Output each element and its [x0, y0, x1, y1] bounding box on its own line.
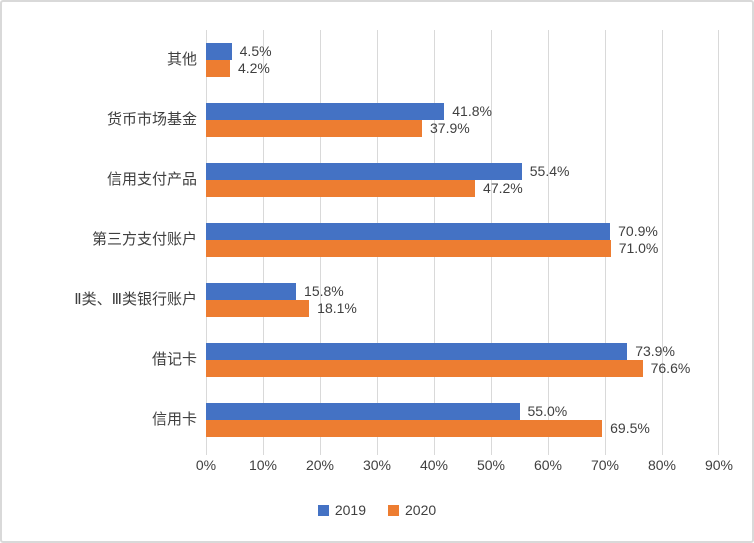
bar-group-2020: 76.6%: [206, 360, 719, 377]
bar-group-2020: 37.9%: [206, 120, 719, 137]
category-label: Ⅱ类、Ⅲ类银行账户: [74, 291, 197, 308]
value-label-2020: 69.5%: [610, 420, 650, 436]
bar-group-2020: 4.2%: [206, 60, 719, 77]
bar-group-2019: 15.8%: [206, 283, 719, 300]
legend-label: 2020: [405, 502, 437, 518]
value-label-2019: 73.9%: [635, 343, 675, 359]
x-tick-label: 30%: [362, 457, 392, 473]
bar-2019[interactable]: [206, 163, 522, 180]
legend: 2019 2020: [2, 502, 752, 518]
value-label-2020: 47.2%: [483, 180, 523, 196]
value-label-2020: 76.6%: [650, 360, 691, 376]
legend-label: 2019: [334, 502, 366, 518]
bar-group-2019: 70.9%: [206, 223, 719, 240]
category-label: 货币市场基金: [106, 111, 197, 128]
x-tick-label: 10%: [248, 457, 278, 473]
bar-group-2019: 55.0%: [206, 403, 719, 420]
x-tick-label: 70%: [590, 457, 620, 473]
bar-2020[interactable]: [206, 180, 476, 197]
gridline: [718, 30, 719, 455]
bar-2020[interactable]: [206, 240, 611, 257]
bar-group-2020: 69.5%: [206, 420, 719, 437]
bar-2019[interactable]: [206, 403, 520, 420]
bar-group-2020: 71.0%: [206, 240, 719, 257]
x-tick-label: 60%: [533, 457, 563, 473]
category-label: 信用支付产品: [106, 171, 197, 188]
legend-item-2019[interactable]: 2019: [317, 502, 366, 518]
value-label-2019: 55.4%: [529, 163, 570, 179]
value-label-2019: 15.8%: [304, 283, 344, 299]
value-label-2019: 55.0%: [527, 403, 568, 419]
bar-rows: 其他 4.5% 4.2% 货币市场基金 41.8% 37.9% 信用支付产品 55.4% 47.…: [74, 30, 719, 450]
gridline: [661, 30, 663, 455]
legend-swatch-icon: [317, 504, 329, 516]
category-row: 第三方支付账户 70.9% 71.0%: [92, 210, 719, 270]
category-row: Ⅱ类、Ⅲ类银行账户 15.8% 18.1%: [74, 270, 719, 330]
bar-group-2020: 18.1%: [206, 300, 719, 317]
bar-2020[interactable]: [206, 360, 643, 377]
category-row: 信用支付产品 55.4% 47.2%: [107, 150, 719, 210]
legend-swatch-icon: [388, 504, 399, 516]
bar-group-2019: 73.9%: [206, 343, 719, 360]
legend-item-2020[interactable]: 2020: [388, 502, 436, 518]
x-tick-label: 80%: [647, 457, 677, 473]
category-row: 信用卡 55.0% 69.5%: [152, 390, 719, 450]
bar-group-2019: 4.5%: [206, 43, 719, 60]
plot-area: 其他 4.5% 4.2% 货币市场基金 41.8% 37.9% 信用支付产品 55.4% 47.…: [74, 30, 719, 455]
category-row: 货币市场基金 41.8% 37.9%: [107, 90, 719, 150]
value-label-2020: 18.1%: [317, 300, 357, 316]
bar-2019[interactable]: [206, 343, 628, 360]
category-label: 信用卡: [151, 411, 197, 428]
value-label-2020: 37.9%: [430, 120, 470, 136]
bar-group-2020: 47.2%: [206, 180, 719, 197]
bar-2019[interactable]: [206, 43, 232, 60]
category-row: 其他 4.5% 4.2%: [167, 30, 719, 90]
category-label: 借记卡: [151, 351, 197, 368]
bar-2020[interactable]: [206, 300, 310, 317]
x-tick-label: 0%: [195, 457, 217, 473]
x-tick-label: 90%: [704, 457, 734, 473]
bar-2019[interactable]: [206, 103, 445, 120]
x-axis: 0% 10% 20% 30% 40% 50% 60% 70% 80% 90%: [196, 457, 733, 477]
value-label-2020: 4.2%: [237, 60, 270, 76]
bar-2020[interactable]: [206, 420, 603, 437]
bar-2020[interactable]: [206, 60, 230, 77]
bar-2019[interactable]: [206, 283, 297, 300]
bar-group-2019: 55.4%: [206, 163, 719, 180]
bar-2019[interactable]: [206, 223, 611, 240]
category-label: 第三方支付账户: [91, 231, 197, 248]
category-row: 借记卡 73.9% 76.6%: [152, 330, 719, 390]
x-tick-label: 20%: [305, 457, 335, 473]
bar-2020[interactable]: [206, 120, 423, 137]
value-label-2019: 70.9%: [618, 223, 658, 239]
value-label-2020: 71.0%: [618, 240, 659, 256]
category-label: 其他: [166, 51, 197, 68]
x-tick-label: 40%: [419, 457, 449, 473]
value-label-2019: 4.5%: [239, 43, 272, 59]
x-tick-label: 50%: [476, 457, 506, 473]
bar-group-2019: 41.8%: [206, 103, 719, 120]
value-label-2019: 41.8%: [452, 103, 492, 119]
